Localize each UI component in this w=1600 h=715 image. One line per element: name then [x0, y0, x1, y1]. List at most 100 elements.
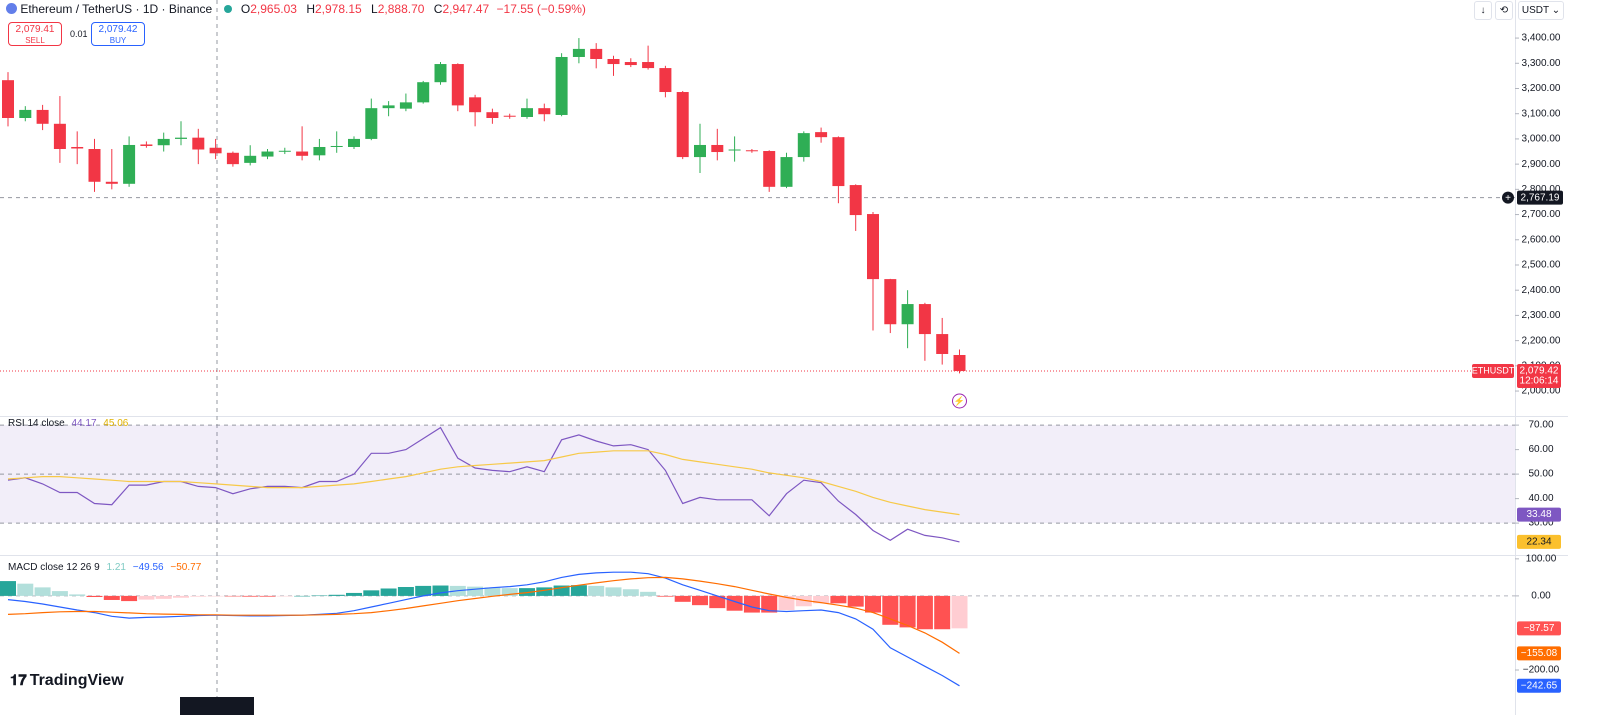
histogram-bar	[692, 595, 708, 606]
candle-body	[209, 147, 222, 154]
y-tick-label: 2,300.00	[1522, 310, 1561, 321]
histogram-bar	[17, 583, 34, 596]
symbol-name: Ethereum / TetherUS · 1D · Binance	[20, 2, 213, 16]
candle-body	[745, 150, 758, 152]
candle-body	[192, 137, 205, 150]
market-status[interactable]	[223, 5, 232, 13]
candle-body	[642, 62, 655, 69]
histogram-bar	[259, 595, 276, 597]
currency: USDT	[1521, 5, 1549, 16]
histogram-bar	[34, 587, 51, 596]
buy-price: 2,079.42	[98, 24, 138, 35]
sell-button[interactable]: 2,079.41 SELL	[8, 22, 62, 46]
currency-button[interactable]: USDT ⌄	[1518, 1, 1564, 20]
crosshair-add-glyph: +	[1505, 193, 1511, 204]
buy-button[interactable]: 2,079.42 BUY	[91, 22, 145, 46]
brand-name: TradingView	[29, 672, 124, 689]
histogram-bar	[242, 595, 259, 597]
histogram-bar	[467, 586, 484, 596]
candle-body	[313, 146, 326, 156]
histogram-bar	[207, 595, 224, 597]
buy-label: BUY	[109, 36, 127, 45]
candle-body	[157, 138, 170, 146]
histogram-bar	[224, 595, 241, 597]
y-tick-label: 2,200.00	[1522, 335, 1561, 346]
y-tick-label: 3,300.00	[1522, 58, 1561, 69]
y-tick-label: 3,200.00	[1522, 83, 1561, 94]
brand-logo: 𝟏𝟕	[10, 672, 27, 689]
histogram-bar	[311, 595, 328, 597]
y-tick-label: 2,400.00	[1522, 285, 1561, 296]
symbol-legend: Ethereum / TetherUS · 1D · Binance O2,96…	[6, 2, 586, 16]
crosshair-date-label	[180, 697, 254, 715]
symbol-icon	[6, 3, 17, 14]
rsi-legend: RSI 14 close 44.17 45.06	[8, 418, 128, 429]
symbol-tag: ETHUSDT	[1472, 365, 1515, 375]
candle-body	[953, 354, 966, 372]
candle-body	[780, 157, 793, 187]
candle-body	[175, 137, 187, 139]
candle-body	[417, 82, 430, 103]
y-tick-label: 70.00	[1528, 420, 1553, 431]
macd-title: MACD close 12 26 9	[8, 562, 100, 573]
candle-body	[815, 132, 828, 138]
y-tick-label: 2,800.00	[1522, 184, 1561, 195]
candle-body	[296, 151, 309, 156]
symbol-tag-bg	[1472, 364, 1514, 379]
download-button[interactable]: ↓	[1474, 1, 1492, 20]
y-tick-label: 2,700.00	[1522, 209, 1561, 220]
candle-body	[832, 137, 845, 187]
histogram-bar	[865, 595, 881, 613]
histogram-bar	[674, 595, 691, 602]
y-tick-label: 50.00	[1528, 469, 1553, 480]
histogram-bar	[899, 595, 916, 628]
histogram-bar	[622, 589, 639, 596]
ohlc-value: 2,947.47	[442, 2, 490, 16]
y-tick-label: −200.00	[1523, 665, 1560, 676]
ohlc-key: O	[240, 2, 251, 16]
histogram-bar	[51, 591, 68, 596]
candle-body	[607, 58, 620, 65]
candle-body	[434, 64, 447, 83]
macd-last-label: −155.08	[1521, 648, 1558, 659]
candle-body	[105, 181, 118, 184]
histogram-bar	[951, 595, 968, 629]
candle-body	[330, 145, 343, 147]
y-tick-label: 3,400.00	[1522, 33, 1561, 44]
histogram-bar	[138, 595, 155, 600]
reset-button[interactable]: ⟲	[1495, 1, 1513, 20]
rsi-line	[7, 450, 960, 516]
crosshair-label-bg	[1517, 190, 1563, 205]
histogram-bar	[397, 587, 414, 596]
candle-body	[278, 150, 291, 152]
y-tick-label: 2,900.00	[1522, 159, 1561, 170]
histogram-bar	[276, 595, 293, 597]
macd-value: −49.56	[132, 562, 164, 573]
histogram-bar	[173, 595, 189, 598]
rsi-ma-value: 45.06	[103, 418, 129, 429]
y-tick-label: 100.00	[1526, 553, 1557, 564]
histogram-bar	[432, 585, 449, 596]
histogram-bar	[778, 595, 795, 610]
y-tick-label: 60.00	[1528, 444, 1553, 455]
histogram-bar	[605, 587, 622, 596]
crosshair-add-button	[1502, 191, 1514, 204]
rsi-band	[0, 425, 1515, 524]
candle-body	[728, 149, 741, 151]
histogram-bar	[813, 595, 830, 604]
candle-body	[53, 123, 66, 150]
histogram-bar	[380, 588, 397, 596]
histogram-bar	[657, 595, 674, 597]
candle-body	[884, 279, 897, 325]
macd-line	[7, 571, 960, 687]
last-price-bg	[1517, 364, 1561, 389]
macd-last-label-bg	[1517, 646, 1561, 661]
candle-body	[451, 64, 464, 106]
hist-last-label-bg	[1517, 621, 1561, 636]
histogram-bar	[570, 585, 587, 596]
hist-last-label: −87.57	[1524, 623, 1555, 634]
histogram-bar	[640, 591, 657, 596]
candle-body	[590, 48, 603, 59]
histogram-bar	[190, 595, 207, 597]
